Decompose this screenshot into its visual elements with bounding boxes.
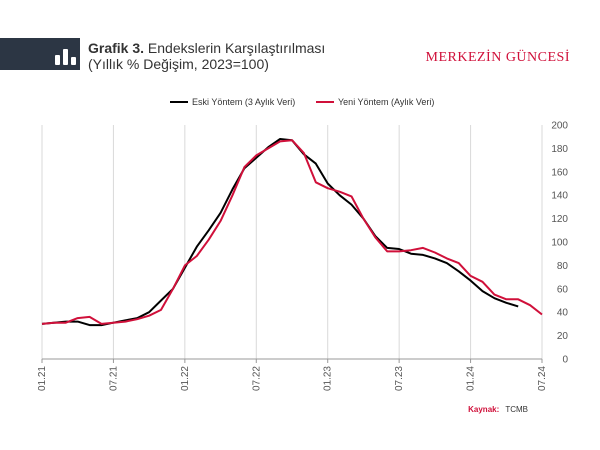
chart-badge-icon	[0, 38, 80, 70]
chart-legend: Eski Yöntem (3 Aylık Veri) Yeni Yöntem (…	[0, 97, 600, 113]
legend-item-old: Eski Yöntem (3 Aylık Veri)	[170, 97, 295, 107]
chart-title: Grafik 3. Endekslerin Karşılaştırılması	[88, 40, 325, 57]
y-tick-label: 180	[551, 144, 568, 155]
y-tick-label: 160	[551, 167, 568, 178]
y-tick-label: 100	[551, 238, 568, 249]
y-tick-label: 60	[557, 284, 569, 295]
x-tick-label: 01.21	[37, 366, 48, 391]
series-line-new-method	[41, 139, 543, 325]
legend-swatch-old	[170, 101, 188, 103]
x-tick-label: 01.24	[466, 366, 477, 391]
y-tick-label: 200	[551, 121, 568, 132]
x-tick-label: 07.21	[108, 366, 119, 391]
source-label: Kaynak:	[468, 405, 500, 414]
y-tick-label: 40	[557, 308, 569, 319]
legend-item-new: Yeni Yöntem (Aylık Veri)	[316, 97, 434, 107]
x-tick-label: 01.22	[180, 366, 191, 391]
y-tick-label: 20	[557, 331, 569, 342]
legend-label-new: Yeni Yöntem (Aylık Veri)	[338, 97, 435, 107]
figure-title-text: Endekslerin Karşılaştırılması	[147, 40, 326, 56]
source-note: Kaynak: TCMB	[468, 405, 528, 414]
y-tick-label: 80	[557, 261, 569, 272]
x-tick-label: 01.23	[323, 366, 334, 391]
y-tick-label: 140	[551, 191, 568, 202]
figure-number: Grafik 3.	[88, 40, 145, 56]
x-tick-label: 07.24	[537, 366, 548, 391]
x-tick-label: 07.22	[251, 366, 262, 391]
legend-swatch-new	[316, 101, 334, 103]
chart-subtitle: (Yıllık % Değişim, 2023=100)	[88, 56, 269, 72]
y-tick-label: 0	[562, 355, 568, 366]
x-tick-label: 07.23	[394, 366, 405, 391]
source-value: TCMB	[505, 405, 528, 414]
y-tick-label: 120	[551, 214, 568, 225]
brand-logo: MERKEZİN GÜNCESİ	[425, 50, 570, 65]
legend-label-old: Eski Yöntem (3 Aylık Veri)	[192, 97, 296, 107]
